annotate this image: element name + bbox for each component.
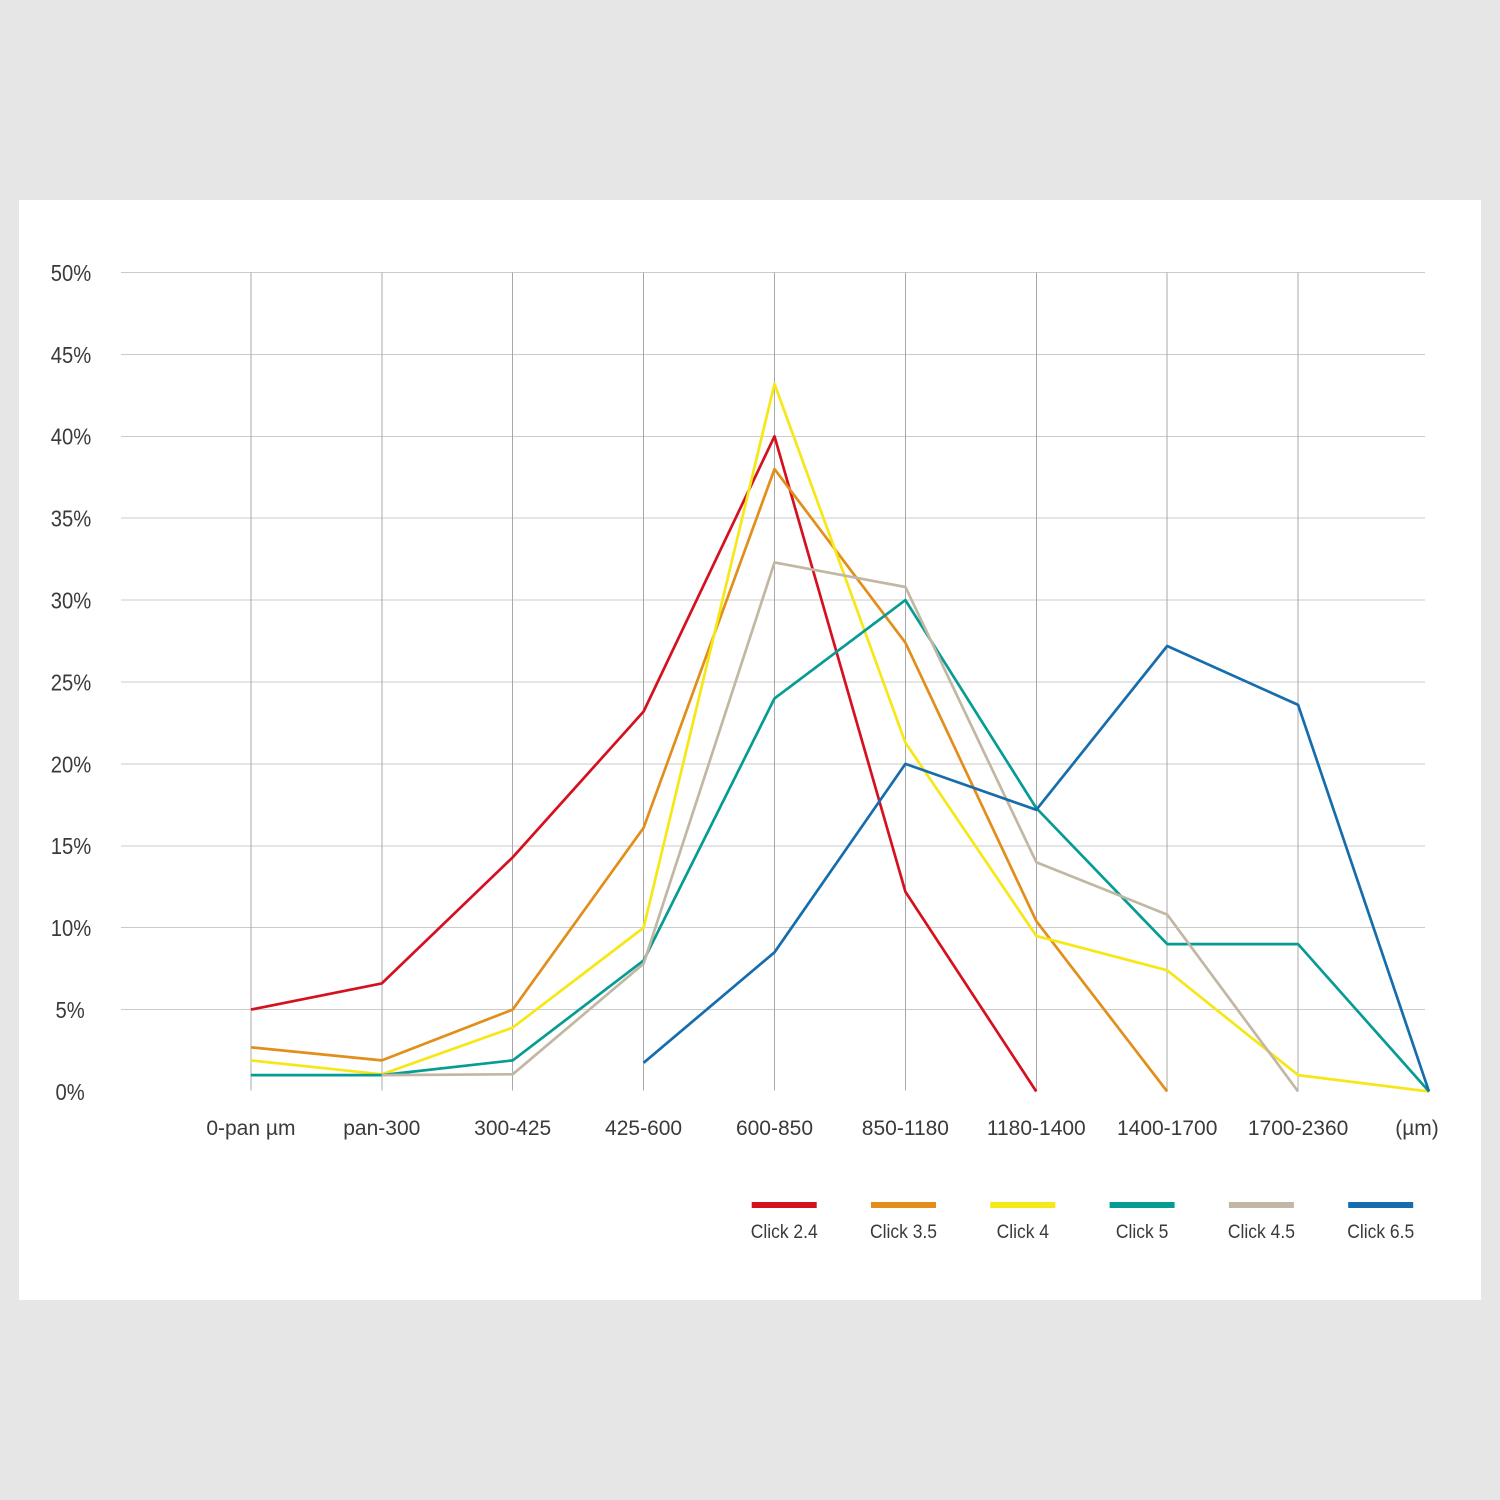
svg-text:0-pan µm: 0-pan µm [206,1117,295,1140]
svg-text:5%: 5% [55,997,84,1024]
svg-text:50%: 50% [51,260,92,287]
svg-text:15%: 15% [51,833,92,860]
svg-text:40%: 40% [51,423,92,450]
svg-text:0%: 0% [55,1079,84,1106]
svg-text:35%: 35% [51,505,92,532]
svg-text:25%: 25% [51,669,92,696]
svg-text:Click 4: Click 4 [997,1220,1049,1242]
svg-text:1700-2360: 1700-2360 [1248,1117,1348,1140]
svg-text:600-850: 600-850 [736,1117,813,1140]
svg-text:45%: 45% [51,342,92,369]
svg-text:pan-300: pan-300 [343,1117,420,1140]
svg-text:1400-1700: 1400-1700 [1117,1117,1217,1140]
svg-text:Click 6.5: Click 6.5 [1347,1220,1414,1242]
svg-text:Click 4.5: Click 4.5 [1228,1220,1295,1242]
svg-text:Click 5: Click 5 [1116,1220,1168,1242]
svg-text:20%: 20% [51,751,92,778]
svg-text:(µm): (µm) [1395,1117,1439,1140]
svg-text:10%: 10% [51,915,92,942]
svg-text:300-425: 300-425 [474,1117,551,1140]
svg-text:Click 3.5: Click 3.5 [870,1220,937,1242]
svg-text:30%: 30% [51,587,92,614]
svg-text:1180-1400: 1180-1400 [987,1117,1086,1140]
svg-text:Click 2.4: Click 2.4 [751,1220,818,1242]
svg-text:425-600: 425-600 [605,1117,682,1140]
svg-text:850-1180: 850-1180 [862,1117,949,1140]
